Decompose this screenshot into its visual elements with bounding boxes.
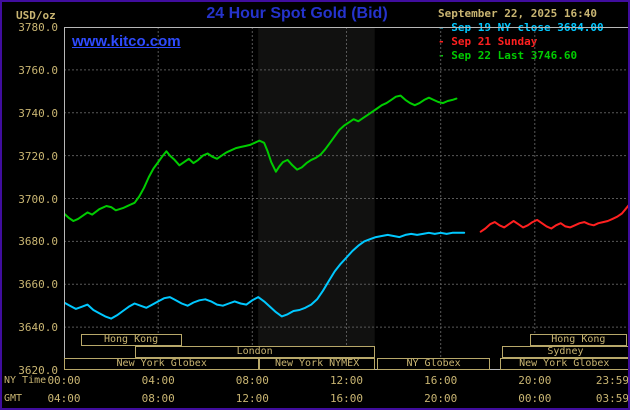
x-tick-gmt-label: 00:00 <box>518 392 552 405</box>
y-tick-label: 3620.0 <box>18 364 58 377</box>
y-tick-label: 3780.0 <box>18 21 58 34</box>
x-tick-ny-label: 16:00 <box>424 374 458 387</box>
x-tick-ny-label: 08:00 <box>235 374 269 387</box>
x-tick-ny-label: 00:00 <box>47 374 81 387</box>
legend-entry: - Sep 22 Last 3746.60 <box>438 49 578 62</box>
session-box-new-york-globex: New York Globex <box>499 358 628 370</box>
session-box-hong-kong: Hong Kong <box>530 334 627 346</box>
y-tick-label: 3720.0 <box>18 149 58 163</box>
session-box-new-york-nymex: New York NYMEX <box>259 358 375 370</box>
y-tick-label: 3640.0 <box>18 321 58 335</box>
session-box-sydney: Sydney <box>501 346 628 358</box>
x-tick-ny-label: 23:59 <box>595 374 629 387</box>
chart-canvas <box>64 27 628 370</box>
legend-datetime: September 22, 2025 16:40 <box>438 7 597 20</box>
plot-area: www.kitco.com Hong Kong Hong Kong London Sy… <box>64 27 628 370</box>
y-axis-units-label: USD/oz <box>16 9 56 22</box>
legend: September 22, 2025 16:40 - Sep 19 NY clo… <box>438 7 604 63</box>
y-tick-label: 3680.0 <box>18 235 58 249</box>
session-box-ny-globex: NY Globex <box>377 358 491 370</box>
gmt-axis-label: GMT <box>4 393 23 404</box>
series-sep-22-last <box>64 94 458 222</box>
y-tick-label: 3700.0 <box>18 192 58 206</box>
x-tick-ny-label: 12:00 <box>329 374 364 387</box>
x-tick-ny-label: 04:00 <box>141 374 175 387</box>
ny-time-axis-label: NY Time <box>4 375 47 386</box>
x-tick-gmt-label: 20:00 <box>424 392 458 405</box>
x-tick-gmt-label: 03:59 <box>595 392 629 405</box>
x-tick-gmt-label: 16:00 <box>329 392 364 405</box>
x-tick-ny-label: 20:00 <box>518 374 552 387</box>
kitco-watermark-link[interactable]: www.kitco.com <box>72 33 181 50</box>
x-tick-gmt-label: 12:00 <box>235 392 269 405</box>
series-sep-19-ny-close <box>64 231 466 320</box>
y-tick-label: 3660.0 <box>18 278 58 292</box>
y-tick-label: 3760.0 <box>18 63 58 77</box>
chart-title: 24 Hour Spot Gold (Bid) <box>206 5 388 22</box>
x-tick-gmt-label: 04:00 <box>47 392 81 405</box>
session-box-london: London <box>134 346 375 358</box>
y-tick-label: 3740.0 <box>18 106 58 120</box>
session-box-hong-kong: Hong Kong <box>80 334 182 346</box>
legend-entry: - Sep 21 Sunday <box>438 35 538 48</box>
series-sep-21-sunday <box>479 204 628 233</box>
session-box-new-york-globex: New York Globex <box>64 358 260 370</box>
x-tick-gmt-label: 08:00 <box>141 392 175 405</box>
